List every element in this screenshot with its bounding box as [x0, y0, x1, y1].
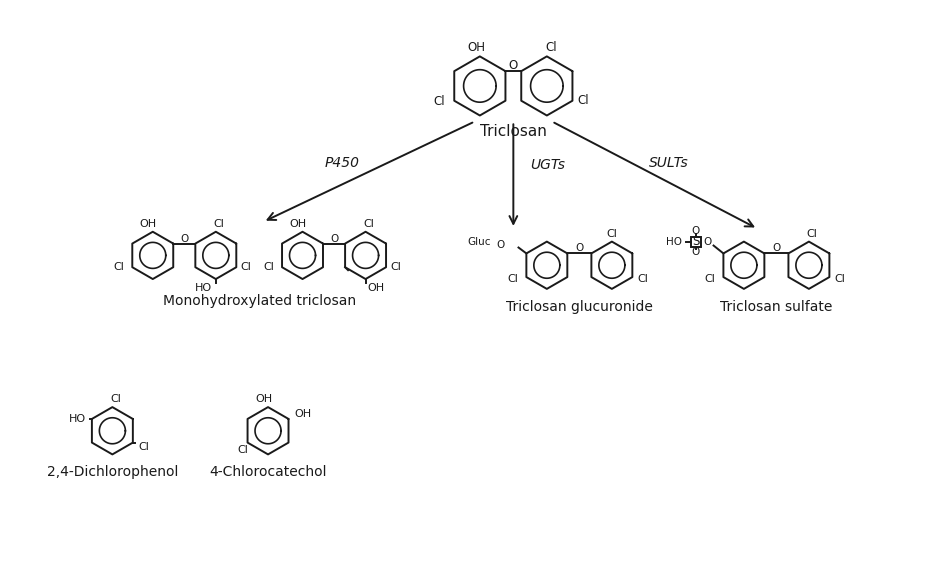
Text: Triclosan: Triclosan — [480, 124, 547, 138]
Text: HO: HO — [195, 283, 212, 293]
Text: 4-Chlorocatechol: 4-Chlorocatechol — [210, 465, 327, 479]
Text: Triclosan sulfate: Triclosan sulfate — [720, 300, 833, 314]
Text: Cl: Cl — [237, 445, 248, 455]
Text: P450: P450 — [324, 156, 359, 170]
Text: O: O — [692, 226, 700, 236]
Text: OH: OH — [294, 409, 311, 419]
Text: OH: OH — [289, 219, 306, 229]
Text: Cl: Cl — [139, 441, 149, 452]
Text: O: O — [773, 243, 780, 253]
Text: Cl: Cl — [390, 262, 400, 272]
Text: OH: OH — [368, 283, 384, 293]
Text: Cl: Cl — [807, 229, 817, 239]
Text: Cl: Cl — [606, 229, 618, 239]
Text: Cl: Cl — [110, 394, 120, 404]
Text: HO: HO — [666, 236, 682, 247]
Text: Cl: Cl — [705, 274, 715, 284]
Text: S: S — [692, 235, 699, 248]
Text: Cl: Cl — [363, 219, 374, 229]
Text: O: O — [330, 234, 338, 244]
Text: Cl: Cl — [835, 274, 845, 284]
Text: Cl: Cl — [433, 95, 446, 108]
Text: Monohydroxylated triclosan: Monohydroxylated triclosan — [163, 294, 355, 308]
Text: Gluc: Gluc — [467, 236, 491, 247]
Text: Cl: Cl — [241, 262, 251, 272]
Text: O: O — [703, 236, 712, 247]
Text: OH: OH — [256, 394, 273, 404]
Text: O: O — [509, 59, 518, 72]
Text: O: O — [692, 247, 700, 257]
Text: Cl: Cl — [577, 94, 589, 107]
Text: Cl: Cl — [114, 262, 124, 272]
Text: O: O — [575, 243, 584, 253]
Text: O: O — [496, 239, 505, 249]
Text: O: O — [180, 234, 188, 244]
Text: 2,4-Dichlorophenol: 2,4-Dichlorophenol — [47, 465, 178, 479]
Text: OH: OH — [467, 41, 485, 54]
Text: Cl: Cl — [508, 274, 519, 284]
Text: Cl: Cl — [637, 274, 649, 284]
Text: Triclosan glucuronide: Triclosan glucuronide — [506, 300, 652, 314]
Text: HO: HO — [69, 414, 86, 424]
Text: Cl: Cl — [263, 262, 274, 272]
Text: Cl: Cl — [545, 41, 556, 54]
Text: Cl: Cl — [213, 219, 225, 229]
Text: UGTs: UGTs — [530, 158, 565, 172]
Text: SULTs: SULTs — [650, 156, 689, 170]
Text: OH: OH — [139, 219, 156, 229]
